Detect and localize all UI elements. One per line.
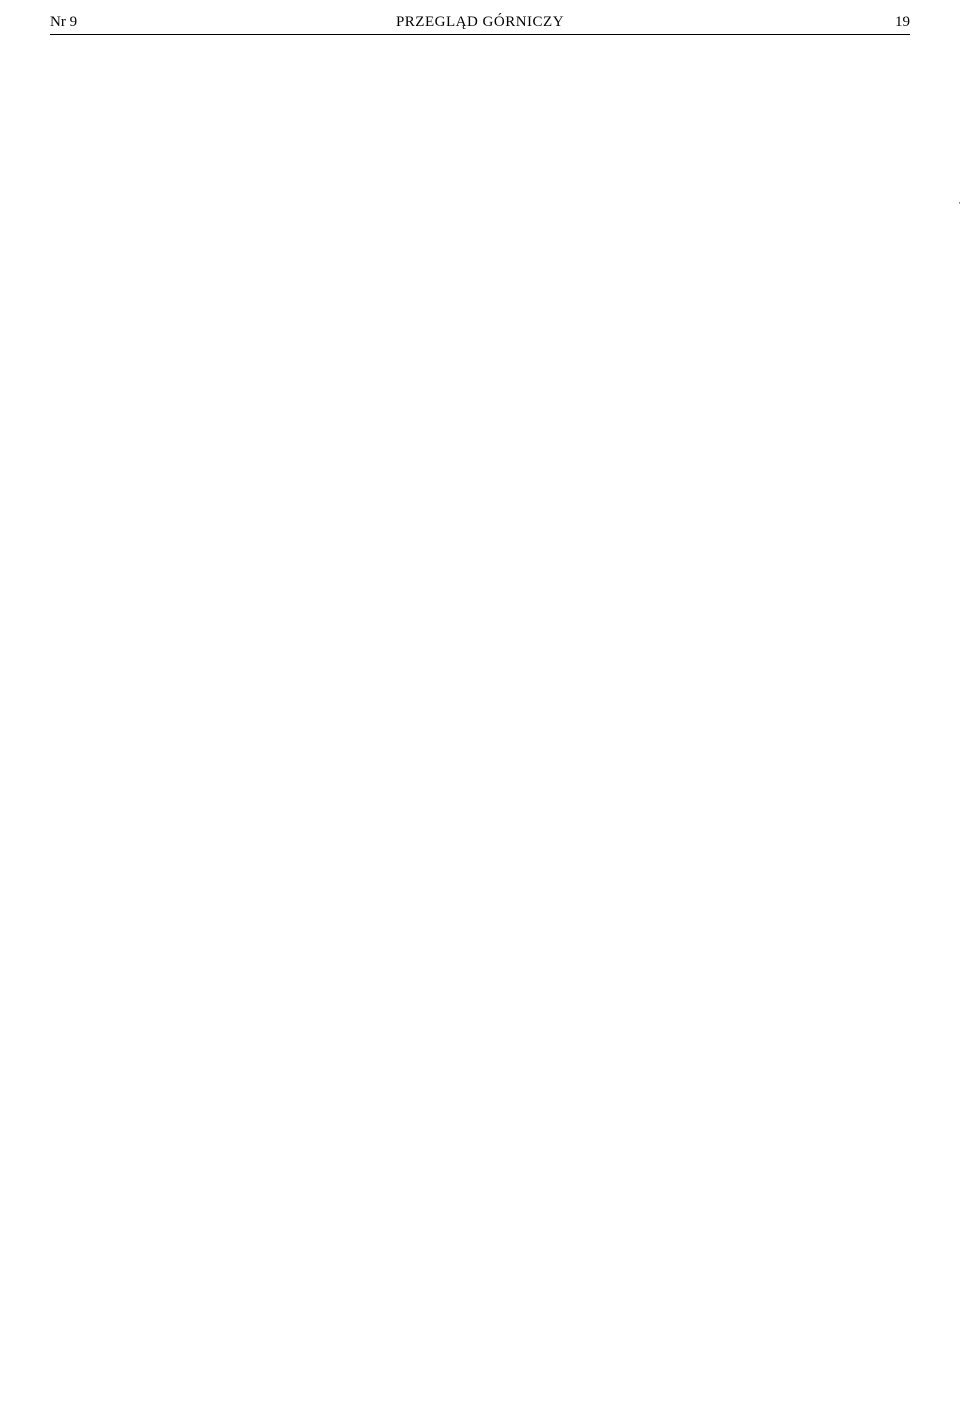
rotated-content: Tablica 1. Moc zainstalowana brutto wg p… xyxy=(930,90,960,1418)
page-number: 19 xyxy=(895,14,910,31)
page: Nr 9 PRZEGLĄD GÓRNICZY 19 Tablica 1. Moc… xyxy=(0,0,960,1418)
journal-title: PRZEGLĄD GÓRNICZY xyxy=(50,14,910,31)
header-rule xyxy=(50,34,910,35)
